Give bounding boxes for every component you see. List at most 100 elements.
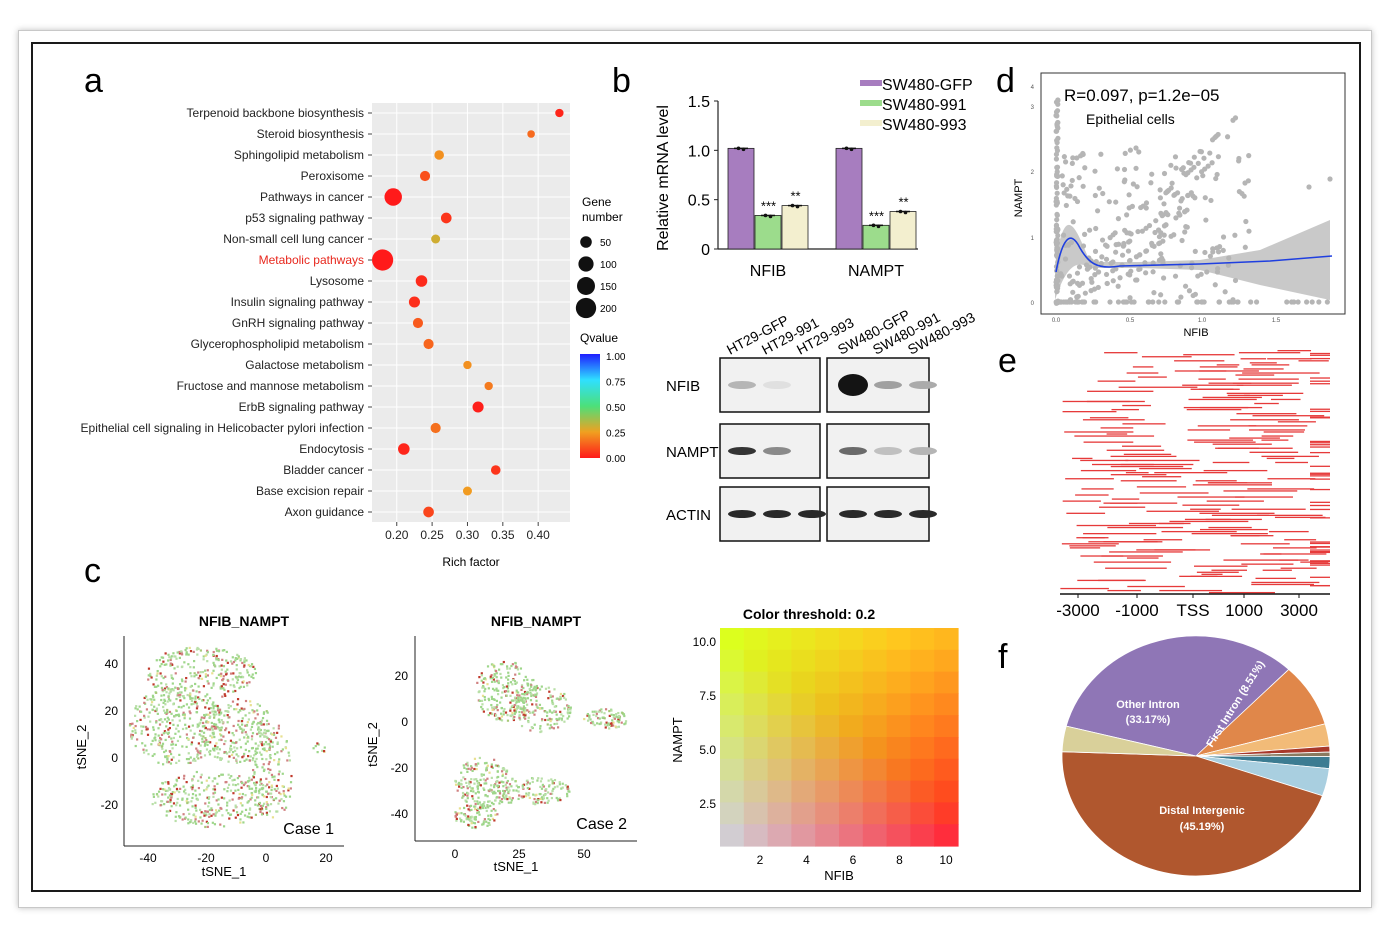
panel-a-tick-label-x: 0.35 [491, 528, 515, 542]
panel-d-point [1187, 160, 1194, 166]
panel-c-tsne-cell [496, 689, 499, 692]
panel-e-peak-segment [1061, 543, 1119, 545]
panel-c-tsne-cell [511, 678, 515, 682]
panel-c-tsne-cell [191, 796, 194, 800]
panel-c-tsne-cell [259, 735, 262, 738]
panel-c-tsne-cell [218, 708, 222, 711]
panel-c-tsne-cell [499, 799, 502, 802]
panel-d-point [1100, 190, 1106, 197]
panel-e-peak-segment [1274, 516, 1326, 519]
panel-c-tsne-cell [246, 740, 249, 743]
panel-e-peak-segment [1125, 472, 1149, 474]
panel-c-tsne-cell [208, 815, 211, 818]
panel-c-tsne-cell [181, 727, 185, 731]
panel-c-tsne-cell [164, 755, 167, 758]
panel-c-tsne-cell [220, 773, 223, 776]
panel-c-tsne-cell [256, 723, 259, 726]
panel-c-tsne-cell [467, 808, 470, 811]
panel-c-tsne-cell [592, 722, 595, 725]
panel-a-point [419, 170, 431, 182]
panel-c-heatmap-cell [720, 715, 745, 738]
panel-c-tsne-cell [510, 714, 513, 718]
panel-c-tsne-cell [203, 814, 206, 817]
panel-c-tsne-cell [497, 789, 500, 793]
panel-c-tsne-cell [514, 682, 517, 685]
panel-c-tsne-cell [162, 694, 166, 697]
panel-c-tsne-cell [496, 709, 499, 712]
panel-c-tsne-cell [523, 692, 526, 696]
panel-c-tsne-cell [162, 660, 165, 663]
panel-c-tsne-cell [194, 759, 197, 762]
panel-a-category-label: Pathways in cancer [260, 190, 364, 204]
panel-c-tsne-cell [254, 750, 257, 753]
panel-a-tick-label-x: 0.20 [385, 528, 409, 542]
panel-c-tsne-cell [160, 682, 163, 685]
panel-c-tsne-cell [214, 725, 217, 729]
panel-a-tick-label-x: 0.30 [456, 528, 480, 542]
panel-c-tsne-cell [177, 759, 181, 762]
panel-c-tsne-cell [168, 726, 171, 730]
panel-c-tsne-cell [610, 722, 614, 725]
panel-c-tsne-cell [488, 771, 491, 774]
blot-band [763, 510, 791, 518]
panel-c-tsne-cell [603, 717, 606, 720]
panel-c-tsne-cell [608, 727, 611, 730]
panel-c-tsne-cell [224, 683, 227, 686]
panel-c-tsne-cell [232, 756, 235, 759]
panel-c-tsne-cell [610, 724, 613, 727]
panel-c-tsne-cell [514, 780, 517, 783]
panel-d-point [1179, 237, 1185, 244]
panel-d-point [1127, 147, 1133, 153]
panel-c-tsne-cell [248, 711, 251, 715]
panel-c-tsne-cell [167, 735, 171, 738]
panel-e-peak-segment [1083, 441, 1134, 443]
panel-c-tsne-cell [231, 700, 235, 703]
blot-band [798, 510, 826, 518]
panel-a-tick-label-x: 0.25 [420, 528, 444, 542]
panel-c-tsne-cell [532, 687, 535, 690]
panel-c-heatmap-title: Color threshold: 0.2 [743, 606, 875, 622]
panel-c-heatmap-cell [815, 693, 840, 716]
panel-c-tsne-cell [171, 740, 174, 743]
panel-c-tsne-cell [207, 740, 210, 743]
panel-c-tsne-cell [171, 688, 174, 691]
panel-c-tsne-cell [586, 712, 589, 716]
panel-c-tsne-cell [224, 750, 227, 754]
panel-c-tsne-cell [490, 674, 493, 677]
panel-e-peak-segment [1154, 472, 1228, 474]
panel-b-tick-label-y: 0.5 [688, 193, 710, 210]
panel-c-tsne-cell [217, 798, 220, 801]
panel-c-tsne-cell [187, 752, 190, 755]
panel-a-point [398, 443, 410, 455]
panel-e-tick-label-x: 3000 [1280, 601, 1318, 620]
panel-d-point [1092, 272, 1098, 278]
panel-c-tsne-cell [597, 710, 600, 713]
panel-c-tsne-cell [237, 783, 240, 786]
panel-c-tsne-cell [513, 707, 517, 711]
panel-c-tsne-cell [221, 695, 224, 698]
panel-c-tsne-cell [512, 699, 515, 702]
panel-c-tsne-cell [261, 757, 264, 761]
panel-c-tsne-cell [272, 733, 276, 736]
panel-c-heatmap-cell [815, 715, 840, 738]
panel-d-point [1190, 292, 1196, 299]
panel-c-tsne-cell [178, 719, 181, 722]
panel-c-tsne-cell [473, 757, 477, 760]
panel-c-tsne-cell [163, 730, 166, 733]
panel-c-tsne-cell [170, 805, 173, 808]
panel-d-point [1115, 241, 1122, 247]
panel-b-dot [844, 146, 849, 151]
panel-c-tsne-cell [216, 746, 219, 749]
panel-e-peak-segment [1110, 465, 1184, 468]
panel-c-tsne-cell [174, 819, 177, 823]
panel-c-tsne-cell [174, 714, 178, 717]
panel-b-tick-label-y: 1.5 [688, 94, 710, 111]
panel-c-tsne-cell [460, 786, 463, 790]
panel-c-tsne-cell [150, 743, 153, 746]
panel-e-peak-segment [1103, 541, 1158, 543]
panel-e-peak-segment [1188, 398, 1257, 401]
panel-c-tsne-cell [164, 789, 168, 793]
panel-e-peak-segment [1249, 362, 1277, 364]
panel-c-tsne-cell [526, 678, 529, 681]
